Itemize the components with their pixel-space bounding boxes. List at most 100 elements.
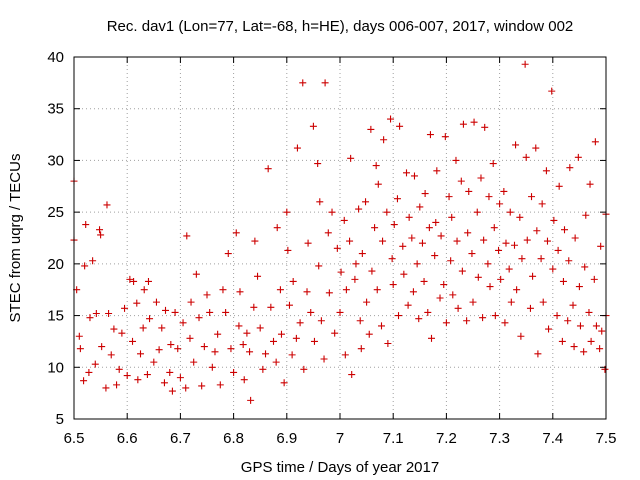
data-point xyxy=(336,308,344,316)
data-point xyxy=(320,355,328,363)
data-point xyxy=(342,286,350,294)
data-point xyxy=(395,312,403,320)
data-point xyxy=(576,322,584,330)
data-point xyxy=(296,319,304,327)
data-point xyxy=(592,322,600,330)
data-point xyxy=(214,330,222,338)
data-point xyxy=(480,236,488,244)
data-point xyxy=(569,301,577,309)
data-point xyxy=(548,87,556,95)
data-point xyxy=(195,314,203,322)
data-point xyxy=(137,350,144,358)
data-point xyxy=(166,368,174,376)
data-point xyxy=(321,79,329,87)
data-point xyxy=(254,272,262,280)
data-point xyxy=(85,368,93,376)
chart-title: Rec. dav1 (Lon=77, Lat=-68, h=HE), days … xyxy=(107,18,574,35)
data-point xyxy=(182,384,190,392)
data-point xyxy=(97,231,105,239)
y-tick-label: 5 xyxy=(56,411,64,428)
data-point xyxy=(236,288,244,296)
data-point xyxy=(538,200,546,208)
y-axis-label: STEC from uqrg / TECUs xyxy=(7,154,24,323)
data-point xyxy=(152,298,160,306)
data-point xyxy=(409,288,417,296)
x-tick-label: 7.4 xyxy=(542,430,563,447)
data-point xyxy=(168,387,176,395)
data-point xyxy=(479,314,487,322)
data-point xyxy=(404,301,412,309)
data-point xyxy=(495,246,503,254)
axis-ticks: 6.5 6.6 6.7 6.8 6.9 7 7.1 7.2 7.3 7.4 7.5 5 10 15 20 25… xyxy=(47,49,616,447)
data-point xyxy=(598,327,606,335)
grid xyxy=(74,57,606,419)
y-tick-label: 30 xyxy=(47,152,64,169)
data-point xyxy=(565,257,573,265)
data-point xyxy=(561,226,569,234)
data-point xyxy=(267,303,275,311)
data-point xyxy=(155,346,163,354)
data-point xyxy=(121,304,129,312)
data-point xyxy=(420,277,428,285)
data-point xyxy=(198,382,206,390)
data-point xyxy=(105,310,113,318)
data-point xyxy=(581,263,589,271)
data-point xyxy=(558,337,566,345)
data-point xyxy=(596,345,604,353)
data-point xyxy=(367,125,375,133)
data-point xyxy=(224,250,232,258)
data-point xyxy=(387,115,395,123)
data-point xyxy=(162,306,170,314)
data-point xyxy=(272,358,280,366)
data-point xyxy=(431,252,439,260)
data-point xyxy=(192,270,200,278)
data-point xyxy=(496,200,504,208)
data-point xyxy=(262,350,270,358)
data-point xyxy=(418,239,426,247)
data-point xyxy=(300,365,308,373)
data-point xyxy=(465,187,473,195)
data-point xyxy=(507,298,515,306)
data-point xyxy=(341,351,349,359)
data-point xyxy=(146,315,154,323)
data-point xyxy=(288,351,296,359)
data-point xyxy=(368,267,376,275)
data-point xyxy=(555,182,563,190)
data-point xyxy=(425,224,433,232)
data-point xyxy=(528,193,536,201)
data-point xyxy=(505,265,513,273)
data-point xyxy=(452,156,460,164)
x-tick-label: 6.7 xyxy=(170,430,191,447)
data-point xyxy=(284,246,292,254)
data-point xyxy=(227,345,235,353)
data-point xyxy=(405,213,413,221)
data-point xyxy=(585,308,593,316)
data-point xyxy=(158,324,166,332)
data-point xyxy=(372,162,380,170)
data-point xyxy=(292,334,300,342)
data-point xyxy=(464,229,472,237)
data-point xyxy=(76,345,84,353)
data-point xyxy=(307,308,315,316)
data-point xyxy=(564,317,572,325)
data-point xyxy=(277,330,285,338)
data-point xyxy=(521,60,529,68)
data-point xyxy=(474,273,482,281)
data-point xyxy=(280,379,288,387)
data-point xyxy=(440,281,448,289)
data-point xyxy=(574,153,582,161)
data-point xyxy=(144,277,152,285)
data-point xyxy=(222,308,230,316)
data-point xyxy=(437,232,445,240)
data-point xyxy=(216,381,224,389)
data-point xyxy=(230,368,238,376)
data-point xyxy=(399,242,407,250)
data-point xyxy=(273,224,281,232)
data-point xyxy=(200,343,208,351)
data-point xyxy=(587,337,595,345)
data-point xyxy=(259,365,267,373)
data-point xyxy=(126,275,134,283)
data-point xyxy=(143,371,151,379)
data-point xyxy=(501,319,509,327)
